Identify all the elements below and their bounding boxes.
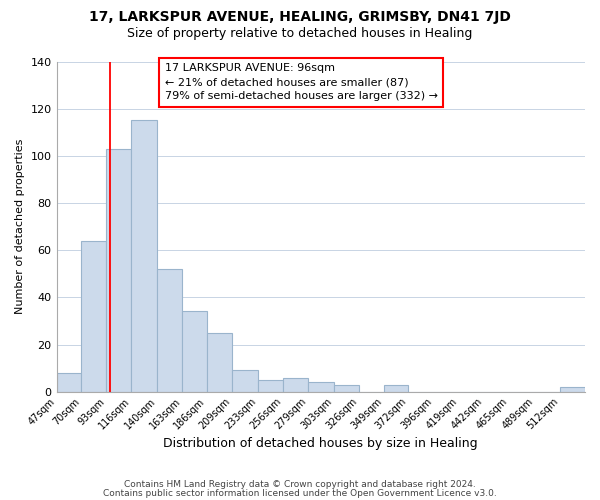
Bar <box>383 384 409 392</box>
X-axis label: Distribution of detached houses by size in Healing: Distribution of detached houses by size … <box>163 437 478 450</box>
Bar <box>131 120 157 392</box>
Bar <box>334 384 359 392</box>
Y-axis label: Number of detached properties: Number of detached properties <box>15 139 25 314</box>
Bar <box>182 312 207 392</box>
Bar <box>258 380 283 392</box>
Bar <box>82 240 106 392</box>
Bar <box>560 387 585 392</box>
Text: Size of property relative to detached houses in Healing: Size of property relative to detached ho… <box>127 28 473 40</box>
Bar <box>308 382 334 392</box>
Bar <box>56 373 82 392</box>
Text: Contains public sector information licensed under the Open Government Licence v3: Contains public sector information licen… <box>103 489 497 498</box>
Text: 17, LARKSPUR AVENUE, HEALING, GRIMSBY, DN41 7JD: 17, LARKSPUR AVENUE, HEALING, GRIMSBY, D… <box>89 10 511 24</box>
Text: 17 LARKSPUR AVENUE: 96sqm
← 21% of detached houses are smaller (87)
79% of semi-: 17 LARKSPUR AVENUE: 96sqm ← 21% of detac… <box>165 63 438 101</box>
Text: Contains HM Land Registry data © Crown copyright and database right 2024.: Contains HM Land Registry data © Crown c… <box>124 480 476 489</box>
Bar <box>232 370 258 392</box>
Bar <box>283 378 308 392</box>
Bar <box>157 269 182 392</box>
Bar <box>106 149 131 392</box>
Bar <box>207 332 232 392</box>
